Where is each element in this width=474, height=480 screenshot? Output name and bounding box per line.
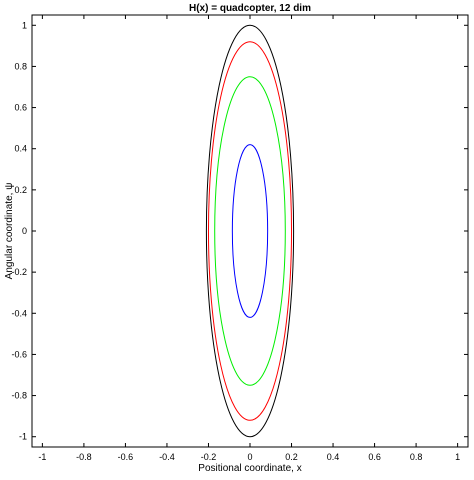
x-axis: -1 -0.8 -0.6 -0.4 -0.2 0 0.2 0.4 0.6 0.8 1	[38, 15, 460, 462]
y-tick-label: -1	[19, 432, 27, 442]
x-tick-label: -0.8	[76, 452, 92, 462]
x-tick-label: 1	[455, 452, 460, 462]
level-set-curve-2	[207, 41, 293, 421]
x-tick-label: -0.4	[159, 452, 175, 462]
x-tick-label: 0.8	[410, 452, 423, 462]
y-tick-label: -0.2	[11, 267, 27, 277]
level-set-curve-4	[231, 144, 269, 318]
y-tick-label: 0	[22, 226, 27, 236]
y-tick-label: 0.2	[14, 185, 27, 195]
y-axis: 1 0.8 0.6 0.4 0.2 0 -0.2 -0.4 -0.6 -0.8 -1	[11, 20, 468, 442]
y-tick-label: -0.8	[11, 391, 27, 401]
y-tick-label: 0.6	[14, 103, 27, 113]
y-tick-label: -0.6	[11, 349, 27, 359]
x-tick-label: -0.6	[118, 452, 134, 462]
series-layer	[205, 24, 295, 438]
x-tick-label: -0.2	[201, 452, 217, 462]
level-set-curve-1	[205, 24, 295, 438]
y-axis-label: Angular coordinate, ψ	[4, 183, 15, 280]
level-set-curve-3	[214, 76, 286, 386]
y-tick-label: 1	[22, 20, 27, 30]
x-tick-label: 0	[247, 452, 252, 462]
x-tick-label: 0.4	[327, 452, 340, 462]
chart-title: H(x) = quadcopter, 12 dim	[189, 3, 311, 14]
y-tick-label: 0.8	[14, 61, 27, 71]
x-tick-label: 0.2	[285, 452, 298, 462]
x-axis-label: Positional coordinate, x	[198, 463, 301, 474]
y-tick-label: 0.4	[14, 144, 27, 154]
x-tick-label: 0.6	[368, 452, 381, 462]
x-tick-label: -1	[38, 452, 46, 462]
y-tick-label: -0.4	[11, 308, 27, 318]
plot-area	[31, 14, 469, 448]
